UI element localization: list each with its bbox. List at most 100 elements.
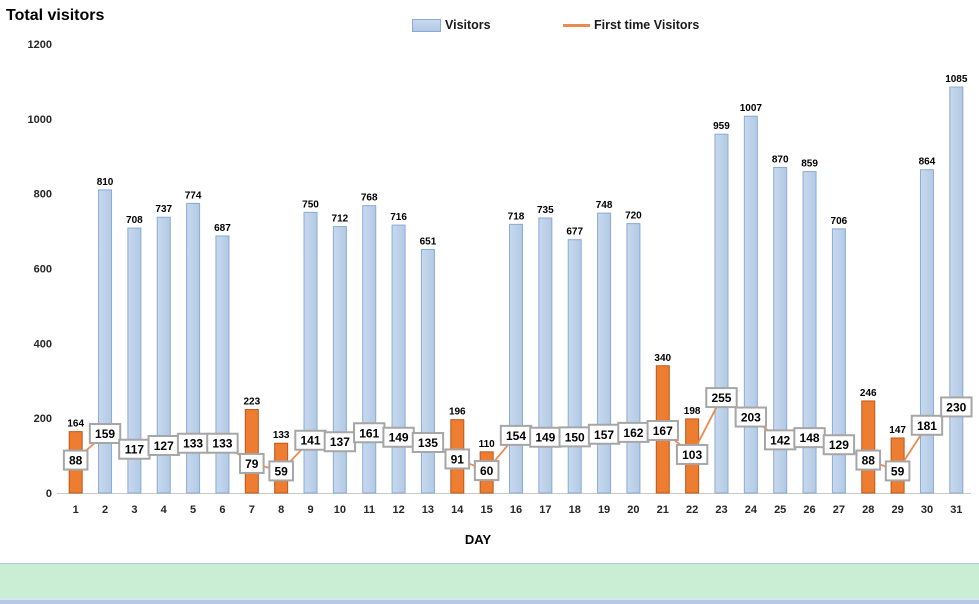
- visitors-value-label-day-30: 864: [919, 157, 936, 168]
- bottom-green-strip: [0, 563, 979, 598]
- first-time-value-day-15: 60: [480, 464, 494, 478]
- visitors-value-label-day-10: 712: [332, 214, 349, 225]
- first-time-label-box-day-29: [884, 460, 911, 482]
- first-time-value-day-29: 59: [891, 464, 905, 478]
- visitors-bar-day-26: [802, 171, 817, 494]
- visitors-value-label-day-18: 677: [566, 227, 583, 238]
- first-time-value-day-5: 133: [183, 437, 203, 451]
- visitors-value-label-day-29: 147: [889, 425, 906, 436]
- visitors-bar-day-19: [597, 212, 612, 494]
- visitors-value-label-day-5: 774: [185, 190, 202, 201]
- visitors-bar-day-30: [919, 169, 934, 494]
- x-tick-22: 22: [686, 504, 698, 516]
- visitors-bar-day-23: [714, 133, 729, 494]
- first-time-label-box-day-23: [705, 387, 738, 409]
- x-tick-13: 13: [422, 504, 434, 516]
- first-time-label-box-day-14: [444, 448, 471, 470]
- x-tick-10: 10: [334, 504, 346, 516]
- visitors-value-label-day-9: 750: [302, 199, 319, 210]
- visitors-bar-day-25: [773, 166, 788, 494]
- visitors-value-label-day-25: 870: [772, 154, 789, 165]
- first-time-label-box-day-28: [855, 449, 882, 471]
- legend-item-first-time-visitors: First time Visitors: [563, 18, 699, 32]
- visitors-value-label-day-7: 223: [243, 397, 260, 408]
- x-tick-11: 11: [363, 504, 375, 516]
- visitors-value-label-day-19: 748: [596, 200, 613, 211]
- visitors-bar-day-5: [186, 202, 201, 494]
- visitors-bar-day-27: [831, 228, 846, 494]
- first-time-label-box-day-22: [675, 443, 709, 465]
- x-tick-14: 14: [451, 504, 464, 516]
- visitors-value-label-day-4: 737: [155, 204, 172, 215]
- first-time-value-day-14: 91: [451, 452, 465, 466]
- visitors-value-label-day-17: 735: [537, 205, 554, 216]
- x-tick-29: 29: [891, 504, 903, 516]
- first-time-value-day-22: 103: [682, 448, 702, 462]
- first-time-label-box-day-1: [62, 449, 89, 471]
- first-time-label-box-day-31: [940, 396, 973, 418]
- visitors-bar-day-28: [861, 400, 876, 494]
- visitors-bar-day-13: [420, 248, 435, 494]
- x-tick-6: 6: [219, 504, 225, 516]
- visitors-bar-day-3: [127, 227, 142, 494]
- visitors-bar-day-4: [156, 216, 171, 494]
- visitors-value-label-day-12: 716: [390, 212, 407, 223]
- visitors-value-label-day-26: 859: [801, 159, 818, 170]
- x-tick-7: 7: [249, 504, 255, 516]
- first-time-value-day-26: 148: [800, 431, 820, 445]
- visitors-value-label-day-20: 720: [625, 211, 642, 222]
- first-time-value-day-16: 154: [506, 429, 526, 443]
- visitors-bar-day-11: [362, 205, 377, 494]
- x-tick-19: 19: [598, 504, 610, 516]
- first-time-value-day-17: 149: [535, 431, 555, 445]
- y-tick-1200: 1200: [28, 39, 52, 51]
- visitors-value-label-day-3: 708: [126, 215, 143, 226]
- first-time-value-day-28: 88: [862, 454, 876, 468]
- first-time-value-day-7: 79: [245, 457, 259, 471]
- x-tick-16: 16: [510, 504, 522, 516]
- x-tick-12: 12: [392, 504, 404, 516]
- first-time-value-day-19: 157: [594, 428, 614, 442]
- x-tick-8: 8: [278, 504, 284, 516]
- first-time-label-box-day-21: [646, 420, 679, 442]
- visitors-value-label-day-15: 110: [479, 439, 496, 450]
- x-tick-24: 24: [745, 504, 758, 516]
- first-time-value-day-13: 135: [418, 436, 438, 450]
- first-time-value-day-3: 117: [125, 443, 145, 457]
- x-tick-20: 20: [627, 504, 639, 516]
- x-tick-9: 9: [307, 504, 313, 516]
- visitors-bar-day-7: [244, 409, 259, 494]
- chart-title: Total visitors: [6, 7, 105, 24]
- visitors-value-label-day-8: 133: [273, 430, 290, 441]
- y-tick-800: 800: [34, 189, 52, 201]
- visitors-value-label-day-21: 340: [654, 353, 671, 364]
- visitors-bar-day-9: [303, 211, 318, 494]
- visitors-value-label-day-31: 1085: [945, 74, 968, 85]
- x-tick-26: 26: [803, 504, 815, 516]
- bottom-pale-strip: [0, 598, 979, 600]
- visitors-bar-swatch-icon: [412, 18, 441, 32]
- visitors-value-label-day-2: 810: [97, 177, 114, 188]
- first-time-label-box-day-7: [239, 452, 265, 474]
- visitors-bar-day-16: [509, 223, 523, 494]
- first-time-value-day-10: 137: [330, 435, 350, 449]
- visitors-bar-day-17: [538, 217, 553, 494]
- x-tick-15: 15: [481, 504, 493, 516]
- visitors-bar-day-31: [949, 86, 964, 494]
- y-tick-600: 600: [34, 264, 52, 276]
- first-time-value-day-24: 203: [741, 411, 761, 425]
- x-tick-3: 3: [131, 504, 137, 516]
- first-time-label-box-day-15: [473, 460, 500, 482]
- first-time-value-day-31: 230: [946, 400, 966, 414]
- visitors-value-label-day-28: 246: [860, 388, 877, 399]
- visitors-value-label-day-11: 768: [361, 193, 378, 204]
- x-tick-31: 31: [950, 504, 962, 516]
- x-tick-25: 25: [774, 504, 786, 516]
- x-tick-27: 27: [833, 504, 845, 516]
- visitors-value-label-day-14: 196: [449, 407, 466, 418]
- chart-canvas: 1648107087377746872231337507127687166511…: [28, 39, 973, 516]
- visitors-bar-day-24: [743, 115, 758, 494]
- x-tick-30: 30: [921, 504, 933, 516]
- first-time-value-day-9: 141: [301, 434, 321, 448]
- first-time-value-day-8: 59: [274, 464, 288, 478]
